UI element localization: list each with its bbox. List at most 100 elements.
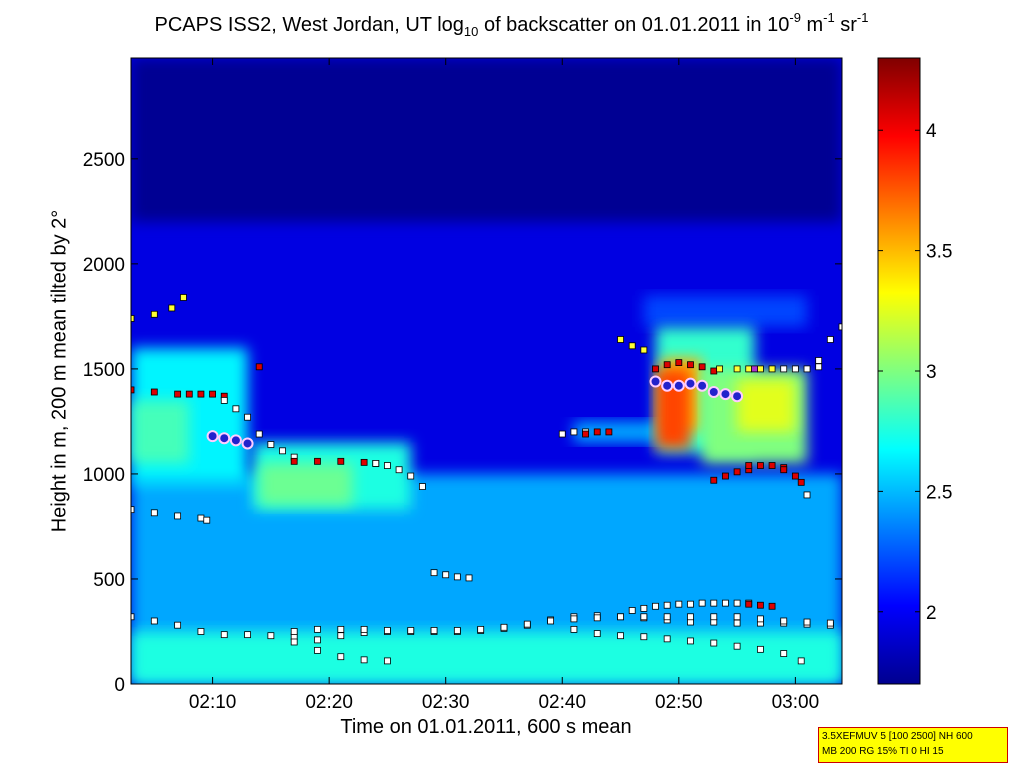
layer-marker	[722, 472, 729, 480]
y-tick-label: 0	[114, 675, 125, 696]
x-tick-label: 03:00	[772, 692, 820, 713]
layer-marker	[780, 650, 788, 657]
layer-marker	[617, 632, 624, 640]
layer-marker	[710, 613, 718, 621]
layer-marker	[337, 632, 345, 640]
layer-marker	[663, 361, 671, 369]
layer-marker	[337, 625, 345, 633]
layer-marker	[733, 613, 741, 621]
y-tick-label: 2500	[83, 150, 125, 171]
x-tick-label: 02:30	[422, 692, 470, 713]
layer-marker	[547, 617, 555, 625]
layer-marker	[768, 462, 776, 469]
x-axis-ticks: 02:10 02:20 02:30 02:40 02:50 03:00	[189, 58, 819, 713]
layer-marker	[150, 310, 158, 318]
layer-marker	[722, 599, 729, 607]
colorbar-ticks: 2 2.5 3 3.5 4	[878, 121, 952, 624]
layer-marker	[360, 625, 368, 633]
heat-cell	[259, 463, 353, 506]
layer-marker	[757, 615, 764, 623]
layer-marker	[780, 617, 788, 625]
layer-marker	[745, 462, 753, 469]
layer-marker	[733, 642, 741, 650]
layer-marker	[640, 604, 648, 612]
layer-marker	[407, 627, 415, 634]
backscatter-heatmap	[131, 58, 842, 684]
layer-marker	[733, 468, 741, 476]
colorbar-tick-label: 2.5	[926, 482, 952, 503]
layer-marker	[314, 457, 321, 465]
cloud-marker	[719, 388, 732, 401]
layer-marker	[628, 607, 636, 614]
layer-marker	[168, 304, 176, 312]
layer-marker	[220, 631, 228, 639]
layer-marker	[815, 357, 823, 364]
layer-marker	[290, 638, 298, 646]
layer-marker	[593, 614, 601, 622]
layer-marker	[290, 457, 298, 465]
layer-marker	[617, 613, 624, 621]
layer-marker	[751, 365, 758, 373]
layer-marker	[605, 428, 613, 436]
layer-marker	[757, 601, 764, 609]
layer-marker	[267, 441, 275, 448]
layer-marker	[791, 365, 799, 373]
plot-frame	[130, 57, 843, 685]
layer-marker	[337, 457, 345, 465]
layer-marker	[314, 636, 321, 644]
y-tick-label: 1500	[83, 360, 125, 381]
layer-marker	[500, 623, 508, 631]
heat-cell	[573, 421, 679, 443]
layer-marker	[131, 506, 135, 514]
layer-marker	[523, 620, 531, 628]
layer-marker	[174, 621, 182, 629]
cloud-marker	[707, 386, 720, 399]
layer-marker	[430, 627, 438, 634]
layer-marker	[675, 359, 683, 366]
layer-marker	[453, 627, 461, 634]
layer-marker	[232, 405, 240, 413]
cloud-marker	[696, 379, 709, 392]
layer-marker	[687, 613, 694, 621]
layer-marker	[150, 388, 158, 396]
layer-marker	[640, 613, 648, 621]
layer-marker	[791, 472, 799, 480]
y-axis-ticks: 0 500 1000 1500 2000 2500	[83, 150, 842, 696]
colorbar-tick-label: 3.5	[926, 242, 952, 263]
layer-marker	[710, 639, 718, 647]
colorbar-tick-label: 2	[926, 603, 937, 624]
cloud-marker	[649, 375, 662, 388]
layer-marker	[558, 430, 566, 438]
layer-marker	[384, 657, 391, 665]
colorbar	[877, 57, 921, 685]
layer-marker	[244, 413, 251, 421]
layer-marker	[570, 428, 578, 436]
layer-marker	[815, 363, 823, 371]
cloud-marker	[684, 377, 697, 390]
layer-marker	[465, 574, 473, 582]
layer-marker	[652, 365, 659, 373]
layer-marker	[255, 430, 263, 438]
layer-marker	[384, 462, 391, 469]
heat-cell	[643, 295, 808, 327]
layer-marker	[197, 514, 205, 522]
layer-marker	[570, 625, 578, 633]
layer-marker	[418, 483, 426, 490]
layer-marker	[209, 390, 216, 398]
layer-marker	[838, 323, 842, 331]
layer-marker	[407, 472, 415, 480]
layer-marker	[174, 390, 182, 398]
layer-marker	[663, 613, 671, 621]
y-axis-label: Height in m, 200 m mean tilted by 2°	[48, 209, 71, 533]
layer-marker	[663, 635, 671, 643]
cloud-marker	[661, 379, 674, 392]
layer-marker	[384, 627, 391, 634]
layer-marker	[244, 631, 251, 639]
layer-marker	[780, 466, 788, 474]
layer-marker	[395, 466, 403, 474]
layer-marker	[220, 397, 228, 404]
layer-marker	[131, 386, 135, 394]
x-axis-label: Time on 01.01.2011, 600 s mean	[340, 716, 632, 738]
layer-marker	[710, 599, 718, 607]
